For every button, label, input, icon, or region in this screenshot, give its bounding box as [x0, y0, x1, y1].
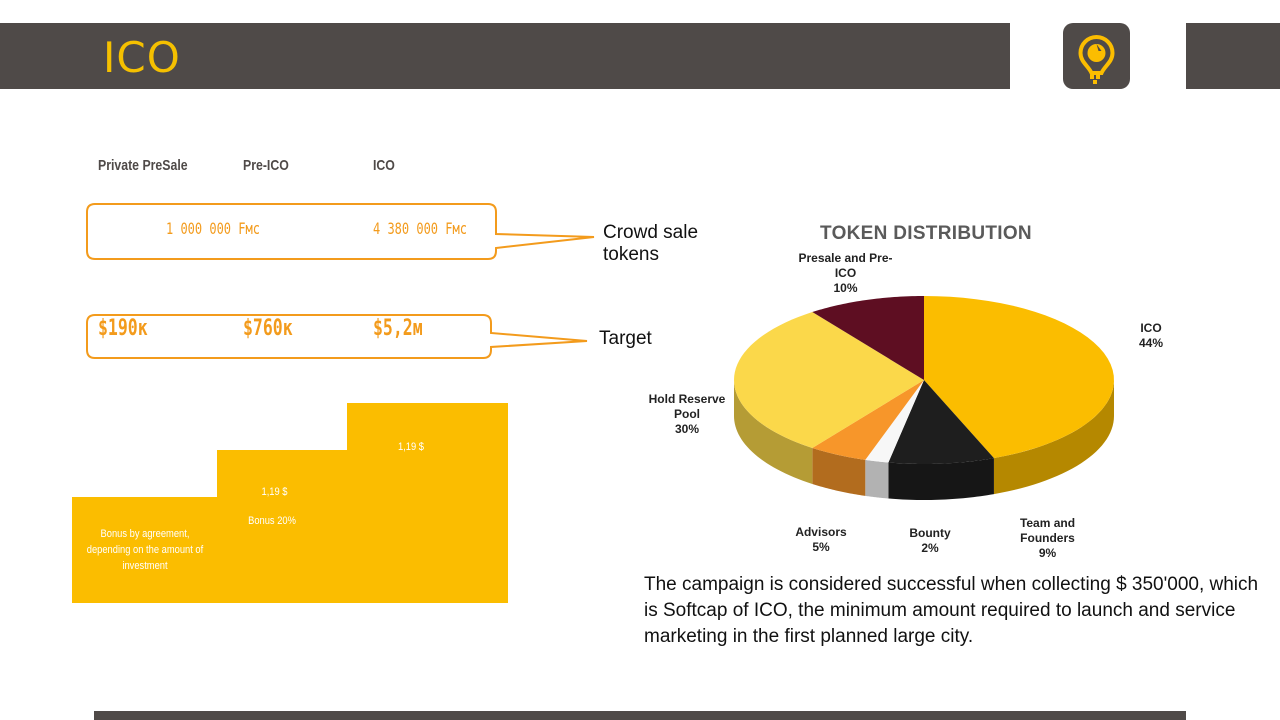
target-label: Target: [599, 328, 652, 349]
stage-label-private: Private PreSale: [98, 157, 188, 174]
header-bar-right: [1186, 23, 1280, 89]
step-ico-price: 1,19 $: [397, 441, 425, 453]
step-preico-bonus: Bonus 20%: [248, 515, 296, 527]
pie-label-presale-name: Presale and Pre-ICO: [798, 251, 893, 280]
pie-label-bounty-name: Bounty: [909, 526, 951, 540]
pie-label-advisors: Advisors 5%: [788, 525, 854, 555]
pie-label-team: Team and Founders 9%: [1000, 516, 1095, 561]
pie-label-advisors-pct: 5%: [812, 540, 830, 554]
lightbulb-location-icon: [1063, 23, 1130, 89]
target-private-value: $190к: [98, 316, 148, 341]
pie-slice-5: [812, 296, 924, 380]
pie-slice-4: [734, 312, 924, 448]
pie-label-presale-pct: 10%: [833, 281, 858, 295]
step-preico-price: 1,19 $: [261, 486, 288, 498]
pie-label-team-name: Team and Founders: [1019, 516, 1076, 545]
step-private-bonus: Bonus by agreement, depending on the amo…: [86, 528, 204, 572]
pie-slice-0: [924, 296, 1114, 459]
pie-slice-1: [888, 380, 994, 464]
pie-label-reserve-pct: 30%: [674, 422, 700, 436]
token-distribution-pie: [734, 296, 1114, 500]
chart-title: TOKEN DISTRIBUTION: [820, 223, 1032, 244]
step-preico: [217, 450, 348, 603]
stage-label-preico: Pre-ICO: [243, 157, 289, 174]
pie-slice-3: [812, 380, 924, 460]
pie-label-bounty-pct: 2%: [921, 541, 939, 555]
pie-side-2: [865, 459, 889, 499]
pie-label-team-pct: 9%: [1038, 546, 1057, 560]
pie-side-0: [993, 380, 1114, 495]
step-ico: [347, 403, 508, 603]
pie-side-3: [812, 447, 866, 496]
tokens-presale-value: 1 000 000 Fмс: [166, 219, 260, 238]
pie-label-advisors-name: Advisors: [795, 525, 847, 539]
target-preico-value: $760к: [243, 316, 293, 341]
pie-label-presale: Presale and Pre-ICO 10%: [788, 251, 903, 296]
pie-label-reserve: Hold Reserve Pool 30%: [642, 392, 732, 437]
footer-bar: [94, 711, 1186, 720]
pie-label-bounty: Bounty 2%: [900, 526, 960, 556]
softcap-note: The campaign is considered successful wh…: [644, 574, 1259, 647]
pie-side-1: [888, 458, 994, 500]
stage-label-ico: ICO: [373, 157, 395, 174]
tokens-ico-value: 4 380 000 Fмс: [373, 219, 467, 238]
pie-side-4: [734, 380, 813, 484]
crowd-sale-tokens-label: Crowd sale tokens: [603, 222, 699, 265]
pie-label-ico: ICO 44%: [1125, 321, 1177, 351]
slide-title: ICO: [103, 33, 181, 82]
target-callout: [86, 314, 588, 359]
pie-label-ico-name: ICO: [1140, 321, 1162, 335]
step-private: [72, 497, 218, 603]
pie-label-ico-pct: 44%: [1138, 336, 1164, 350]
target-ico-value: $5,2м: [373, 316, 423, 341]
tokens-callout: [86, 203, 595, 260]
pie-label-reserve-name: Hold Reserve Pool: [648, 392, 726, 421]
header-bar: [0, 23, 1010, 89]
pie-slice-2: [865, 380, 924, 463]
